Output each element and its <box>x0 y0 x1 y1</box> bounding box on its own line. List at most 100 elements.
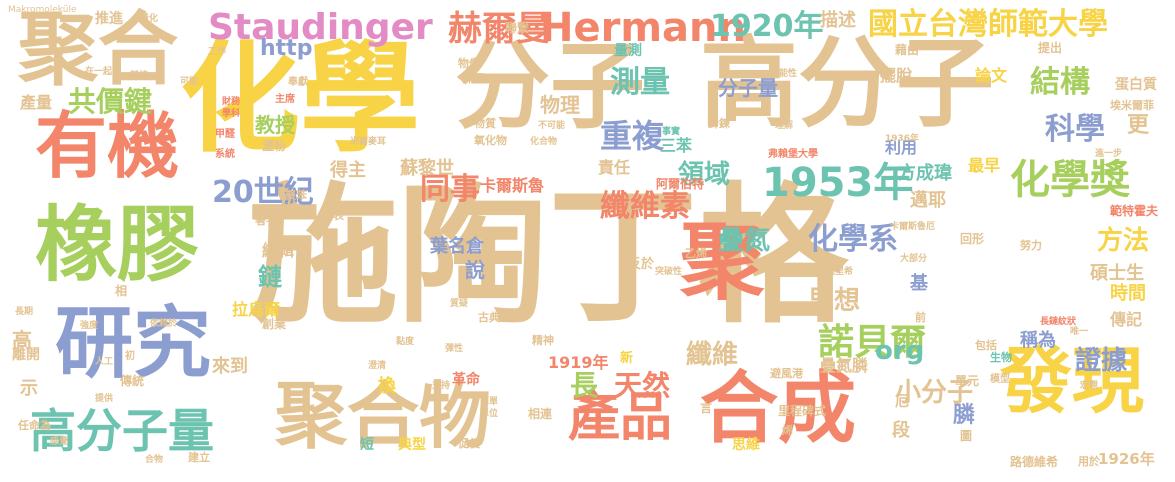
word-20shiji: 20世紀 <box>212 175 314 210</box>
word-lian: 鏈 <box>258 263 282 291</box>
word-zhengju: 證據 <box>1075 346 1128 376</box>
word-liyong: 利用 <box>885 138 918 157</box>
word-dabufen: 大部分 <box>900 254 928 264</box>
word-kexue: 科學 <box>1045 112 1105 147</box>
word-shijian: 時間 <box>1110 283 1146 304</box>
word-baokuo: 包括 <box>975 339 997 352</box>
word-chanpin: 產品 <box>568 388 673 448</box>
word-hongguan: 宏觀 <box>1080 381 1099 391</box>
word-nuli: 努力 <box>1020 239 1042 252</box>
word-fenziliang: 分子量 <box>718 76 778 100</box>
word-bukeneng: 不可能 <box>538 121 566 131</box>
word-danbaizhi: 蛋白質 <box>1115 77 1157 93</box>
word-1953: 1953年 <box>762 160 914 206</box>
word-kaersilue: 卡爾斯魯厄 <box>890 222 936 232</box>
word-hermann: Hermann <box>540 5 746 51</box>
word-jingshen: 精神 <box>532 334 554 347</box>
word-xiang: 相 <box>115 284 128 298</box>
word-1920: 1920年 <box>710 9 824 44</box>
word-keti: 課題 <box>462 72 484 85</box>
word-dezhu: 得主 <box>330 160 366 181</box>
word-geng: 更 <box>1127 113 1150 138</box>
word-1919: 1919年 <box>548 353 609 372</box>
word-changqi: 長期 <box>15 307 34 317</box>
word-hewu: 合物 <box>145 455 164 465</box>
word-huaxuexi: 化學系 <box>808 222 898 257</box>
word-siwei: 思維 <box>732 437 760 453</box>
word-shishi: 事實 <box>662 127 681 137</box>
word-chanliang: 產量 <box>20 93 53 112</box>
word-wuxiang: 物像 <box>458 57 480 70</box>
word-dianxing: 典型 <box>398 437 426 453</box>
word-1936: 1936年 <box>885 134 920 144</box>
word-bifenggang: 避風港 <box>770 367 803 380</box>
word-weiyi: 唯一 <box>1070 327 1089 337</box>
word-zuizao: 最早 <box>968 156 1001 175</box>
word-jinti: 金體和海因里希 <box>790 267 854 277</box>
word-ludeweixi: 路德維希 <box>1010 455 1059 469</box>
word-tichu: 提出 <box>1038 41 1063 55</box>
word-chengwei: 稱為 <box>1020 330 1056 351</box>
word-caiwu: 財務 <box>222 97 241 107</box>
word-gaofenzi: 高分子 <box>700 27 995 141</box>
word-shuoshisheng: 碩士生 <box>1090 263 1144 284</box>
word-cushi: 促使 <box>458 437 480 450</box>
word-chu: 初 <box>125 351 135 362</box>
word-lianjie: 鏈結 <box>130 71 149 81</box>
word-changlian: 長鏈紋狀 <box>1040 317 1077 327</box>
word-kenengxing: 可能性 <box>770 69 798 79</box>
word-staudinger: Staudinger <box>208 7 433 48</box>
word-fante: 範特霍夫 <box>1110 204 1159 218</box>
word-baituo: 擺脫 <box>880 66 913 85</box>
word-shi: 示 <box>20 378 38 399</box>
word-aimierfei: 埃米爾菲 <box>1110 99 1154 112</box>
word-org: org <box>875 336 925 366</box>
word-zhiyi: 質疑 <box>450 299 469 309</box>
word-nuobeier: 諾貝爾 <box>818 322 927 363</box>
word-xiaofenzi: 小分子 <box>895 378 974 408</box>
word-kaersilu: 卡爾斯魯 <box>480 176 545 195</box>
word-bianji: 編輯 <box>262 241 295 260</box>
word-yilaiyu: 依賴於 <box>150 319 178 329</box>
word-maiye: 邁耶 <box>910 190 946 211</box>
word-duan2: 短 <box>360 437 374 453</box>
word-chengqing: 澄清 <box>368 361 387 371</box>
word-zhenlian: 針鍊 <box>708 117 730 130</box>
word-shuo: 說 <box>465 258 485 282</box>
word-geming: 革命 <box>452 372 480 388</box>
word-yan: 言 <box>700 401 713 415</box>
word-zhichi: 支持 <box>432 381 451 391</box>
word-duan: 段 <box>892 420 910 441</box>
word-fengxian: 奉獻 <box>288 77 308 88</box>
word-mierma: 米爾麥耳 <box>350 137 387 147</box>
word-juben: 聚苯 <box>285 189 307 202</box>
word-lawuer: 拉烏爾 <box>232 300 281 319</box>
word-zhuxi: 主席 <box>275 94 295 105</box>
word-zhuming: 著名 <box>255 214 277 227</box>
word-gongjiajian: 共價鍵 <box>68 85 153 118</box>
word-wuli: 物理 <box>540 93 580 117</box>
word-hecheng: 合成 <box>700 364 857 454</box>
word-tuijin: 推進 <box>95 11 123 27</box>
word-zaiyiqi: 在一起 <box>85 67 113 77</box>
word-freiburg: 弗賴堡大學 <box>768 149 818 160</box>
word-xitong: 系統 <box>215 149 235 160</box>
word-jieyou: 藉由 <box>895 43 920 57</box>
word-xueke: 學科 <box>222 109 241 119</box>
word-zhuanji: 傳記 <box>1110 310 1143 329</box>
word-ji: 基 <box>910 273 928 294</box>
word-yanjiu: 研究 <box>55 299 212 389</box>
word-fanyu: 反於 <box>628 257 655 272</box>
word-fangfa: 方法 <box>1097 226 1150 256</box>
word-e: 厄 <box>895 394 909 410</box>
word-yongyu: 用於 <box>1078 455 1100 468</box>
word-tanxing: 彈性 <box>445 344 464 354</box>
word-qian: 前 <box>915 311 926 324</box>
word-danwei: 單位 <box>480 409 499 419</box>
word-qiangdu: 強度 <box>80 321 99 331</box>
word-lin: 膦 <box>953 403 976 428</box>
word-likai: 離開 <box>12 347 40 363</box>
word-keneng: 可能 <box>180 77 199 87</box>
word-huaxue: 化學 <box>180 30 420 169</box>
word-gudian: 古典 <box>478 311 500 324</box>
